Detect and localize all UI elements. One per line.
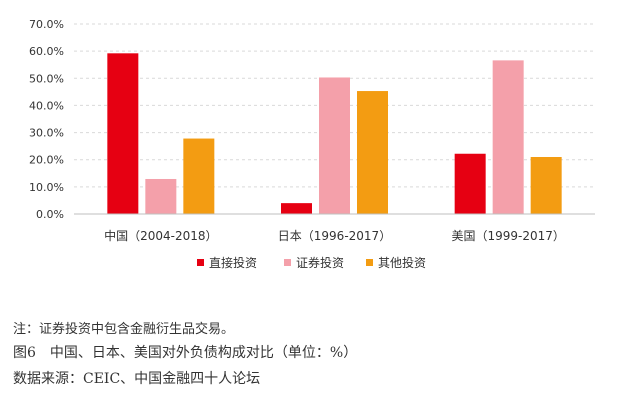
x-axis-labels: 中国（2004-2018） 日本（1996-2017） 美国（1999-2017） [104,228,565,243]
footnote: 注：证券投资中包含金融衍生品交易。 [13,322,235,337]
legend-swatch [284,259,291,266]
y-tick-label: 10.0% [29,181,64,194]
y-tick-label: 20.0% [29,154,64,167]
legend-label: 其他投资 [378,255,426,270]
y-tick-label: 0.0% [36,208,64,221]
legend-swatch [197,259,204,266]
y-tick-label: 30.0% [29,127,64,140]
y-tick-label: 70.0% [29,18,64,31]
x-tick-label: 日本（1996-2017） [278,229,391,243]
y-tick-label: 60.0% [29,45,64,58]
bar [319,77,350,214]
x-tick-label: 中国（2004-2018） [104,228,217,243]
figure-caption: 图6 中国、日本、美国对外负债构成对比（单位：%） [13,345,358,361]
y-axis: 0.0% 10.0% 20.0% 30.0% 40.0% 50.0% 60.0% 70.0% [29,18,64,221]
y-tick-label: 50.0% [29,72,64,85]
x-tick-label: 美国（1999-2017） [451,229,564,243]
legend-swatch [366,259,373,266]
bar [183,138,215,214]
legend-label: 证券投资 [296,255,344,270]
bars [107,53,562,214]
bar [281,203,312,214]
bar-chart: 0.0%10.0%20.0%30.0%40.0%50.0%60.0%70.0% … [29,18,595,270]
bar [530,157,562,214]
bar [454,153,486,214]
bar [492,60,524,214]
data-source: 数据来源：CEIC、中国金融四十人论坛 [13,371,261,387]
bar [107,53,139,214]
legend-label: 直接投资 [209,255,257,270]
y-tick-label: 40.0% [29,99,64,112]
bar [145,178,177,214]
legend: 直接投资 证券投资 其他投资 [197,255,426,270]
bar [357,91,388,214]
